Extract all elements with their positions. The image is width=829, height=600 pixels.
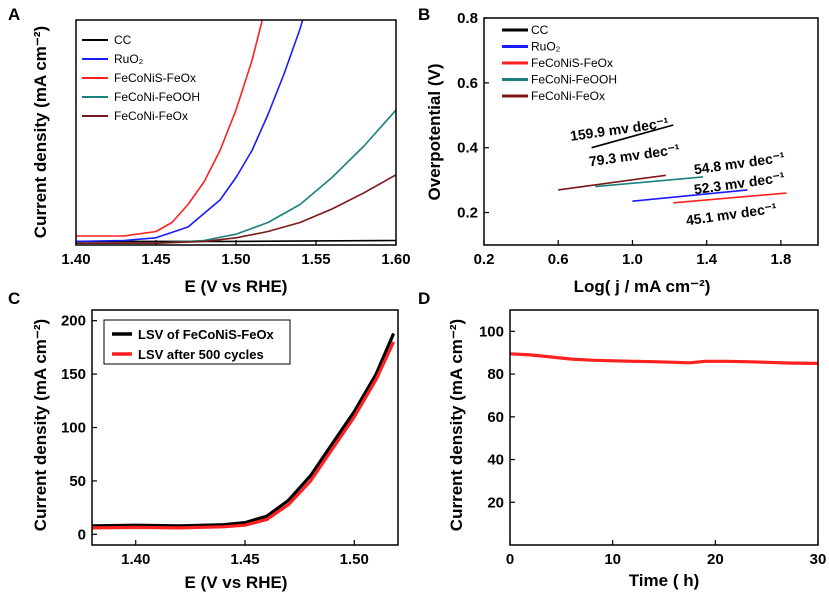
y-tick-label: 0 [78,526,86,543]
axes-frame [91,309,399,546]
y-tick-label: 40 [487,452,504,469]
x-tick-label: 1.45 [230,551,259,568]
axes-frame [509,309,819,546]
series-line-lsv-after-500-cycles [92,341,396,530]
x-tick-label: 1.55 [301,251,330,268]
x-tick-label: 1.40 [121,551,150,568]
tafel-slope-label: 45.1 mv dec⁻¹ [685,200,778,229]
y-tick-label: 0.6 [457,75,478,92]
panel-c: C 1.40 1.45 1.50 0 50 100 150 200 E (V vs RHE) Cur… [8,289,399,592]
x-tick-label: 0.2 [474,251,495,268]
legend-label: CC [114,33,132,47]
y-tick-label: 100 [479,323,504,340]
series-line-ruo- [76,20,304,243]
y-axis-label: Current density (mA cm⁻²) [447,319,466,531]
y-tick-label: 60 [487,409,504,426]
series-line-cc [591,124,674,149]
series-line-feconis-feox [673,192,787,204]
x-tick-label: 20 [707,551,724,568]
y-tick-label: 200 [61,313,86,330]
legend-label: LSV after 500 cycles [138,347,264,362]
series-line-feconis-feox [510,352,818,365]
series-line-lsv-of-feconis-feox [92,332,396,528]
y-tick-label: 50 [69,473,86,490]
x-tick-label: 10 [604,551,621,568]
series-line-feconis-feox [76,20,264,237]
series-group [558,124,787,204]
x-tick-label: 30 [810,551,827,568]
series-line-ruo- [632,189,748,202]
series-line-feconi-feox [76,174,396,244]
legend-label: FeCoNi-FeOOH [531,73,617,87]
panel-a: A 1.40 1.45 1.50 1.55 1.60 E (V vs RHE) Current… [8,5,411,296]
legend-label: RuO₂ [531,40,561,54]
x-tick-label: 1.0 [622,251,643,268]
x-tick-label: 1.45 [141,251,170,268]
series-line-cc [76,239,396,243]
x-tick-label: 0 [506,551,514,568]
series-group [510,352,818,365]
x-tick-label: 1.60 [381,251,410,268]
x-axis-label: Log( j / mA cm⁻²) [574,277,711,296]
panel-d: D 0 10 20 30 20 40 60 80 100 Time ( h) Current dens… [418,289,826,590]
legend-label: FeCoNi-FeOx [114,109,188,123]
legend-label: LSV of FeCoNiS-FeOx [138,327,275,342]
x-tick-label: 1.4 [696,251,718,268]
legend-box [103,319,291,365]
axes-frame [75,19,397,246]
series-group [76,20,396,244]
x-axis-label: Time ( h) [629,571,700,590]
x-axis-label: E (V vs RHE) [185,573,288,592]
legend-label: FeCoNi-FeOOH [114,90,200,104]
axes-frame [483,17,819,246]
y-tick-label: 0.4 [457,140,479,157]
legend-label: FeCoNi-FeOx [531,89,605,103]
y-tick-label: 80 [487,366,504,383]
x-tick-label: 1.50 [340,551,369,568]
series-group [92,332,396,530]
panel-label: D [418,289,430,308]
y-tick-label: 0.8 [457,10,478,27]
panel-label: C [8,289,20,308]
y-tick-label: 150 [61,366,86,383]
legend-label: CC [531,23,549,37]
series-line-feconi-feox [558,174,666,191]
legend-label: RuO₂ [114,52,144,66]
panel-b: B 0.2 0.6 1.0 1.4 1.8 0.2 0.4 0.6 0.8 Log( j / mA … [418,5,819,296]
y-tick-label: 100 [61,420,86,437]
y-tick-label: 0.2 [457,205,478,222]
y-axis-label: Overpotential (V) [425,64,444,201]
legend-label: FeCoNiS-FeOx [531,56,613,70]
x-tick-label: 0.6 [548,251,569,268]
x-tick-label: 1.8 [770,251,791,268]
y-tick-label: 20 [487,494,504,511]
legend-label: FeCoNiS-FeOx [114,71,196,85]
series-line-feconi-feooh [595,176,704,188]
x-axis-label: E (V vs RHE) [185,277,288,296]
y-axis-label: Current density (mA cm⁻²) [31,26,50,238]
panel-label: B [418,5,430,24]
x-tick-label: 1.50 [221,251,250,268]
y-axis-label: Current density (mA cm⁻²) [31,319,50,531]
x-tick-label: 1.40 [61,251,90,268]
panel-label: A [8,5,20,24]
